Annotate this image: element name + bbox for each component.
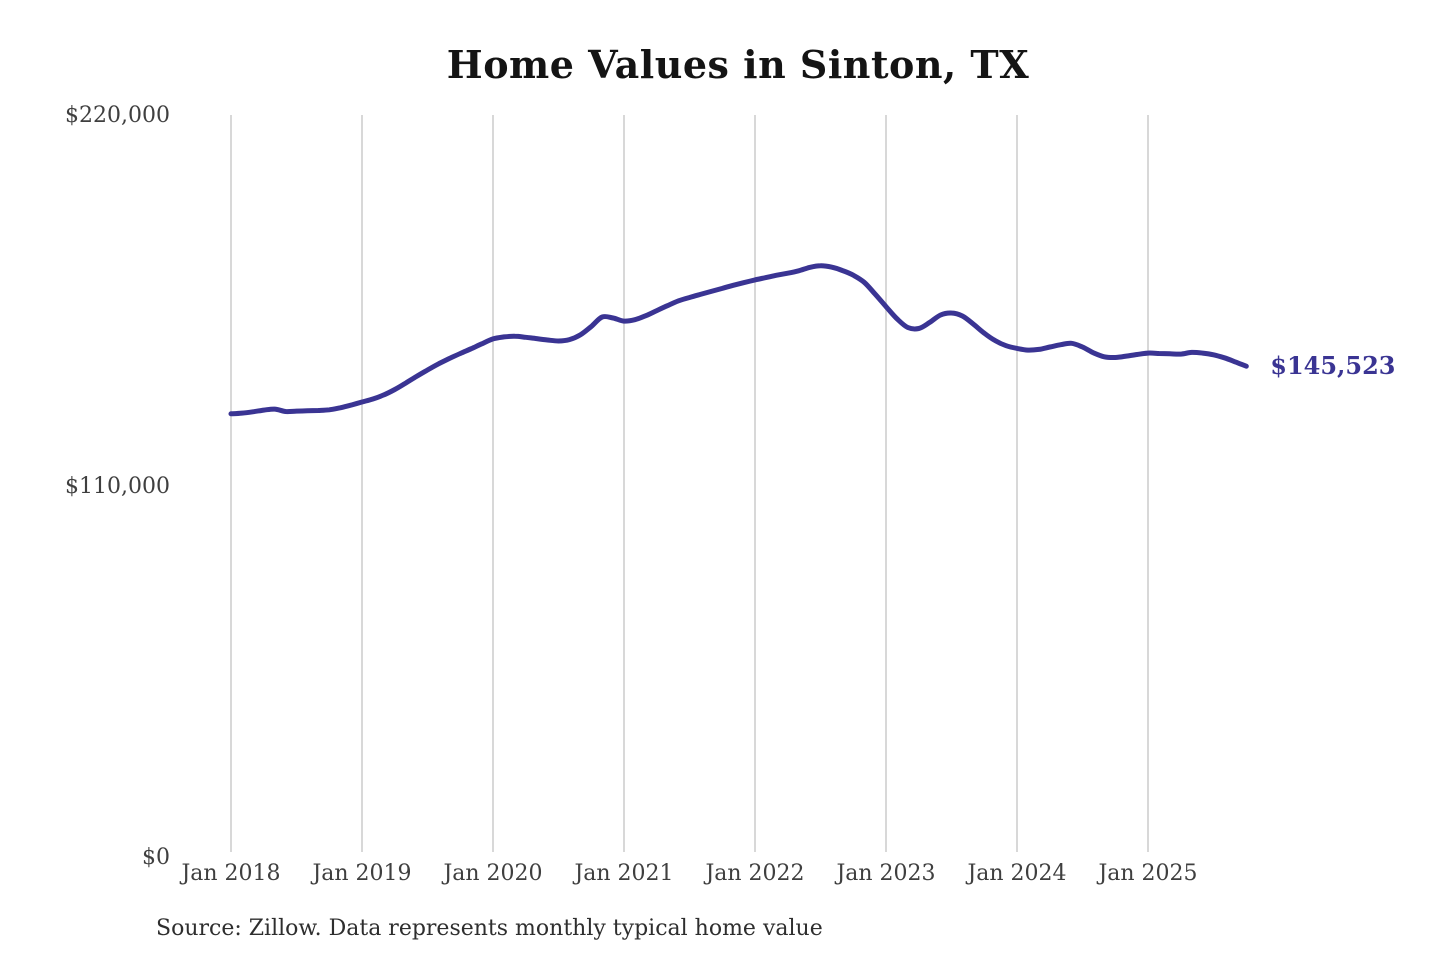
current-value-label: $145,523 bbox=[1270, 351, 1395, 380]
x-tick-label: Jan 2021 bbox=[572, 861, 673, 886]
source-note: Source: Zillow. Data represents monthly … bbox=[156, 916, 823, 941]
x-tick-label: Jan 2025 bbox=[1096, 861, 1197, 886]
x-tick-label: Jan 2022 bbox=[703, 861, 804, 886]
y-tick-label: $220,000 bbox=[65, 103, 170, 128]
chart-title: Home Values in Sinton, TX bbox=[446, 42, 1030, 87]
x-tick-label: Jan 2023 bbox=[834, 861, 935, 886]
x-tick-label: Jan 2018 bbox=[179, 861, 280, 886]
x-tick-label: Jan 2020 bbox=[441, 861, 542, 886]
home-value-line bbox=[228, 263, 1249, 417]
x-tick-label: Jan 2024 bbox=[965, 861, 1066, 886]
x-tick-label: Jan 2019 bbox=[310, 861, 411, 886]
y-tick-label: $0 bbox=[142, 845, 170, 870]
y-tick-label: $110,000 bbox=[65, 474, 170, 499]
